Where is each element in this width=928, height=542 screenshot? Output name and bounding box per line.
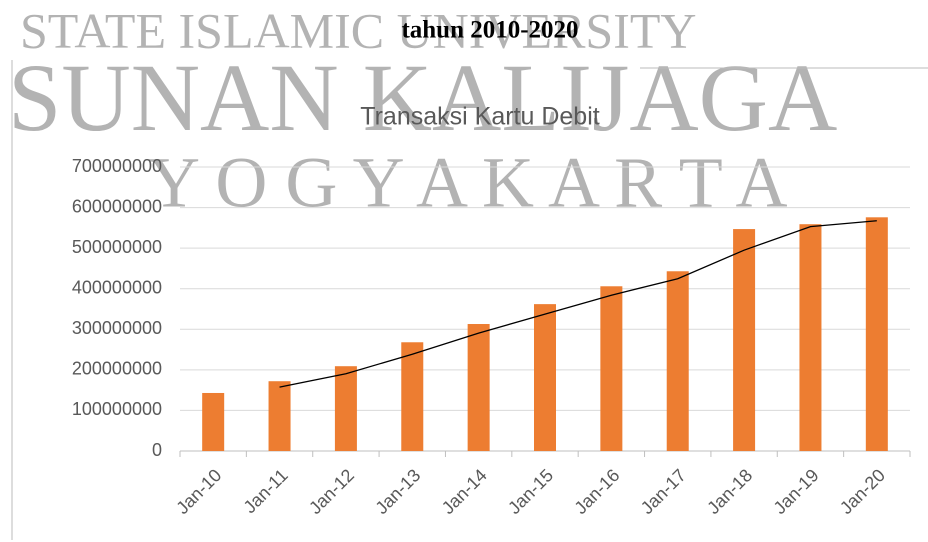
y-tick-label: 300000000 <box>72 318 162 338</box>
x-tick-label: Jan-20 <box>836 465 889 518</box>
trendline <box>279 220 877 388</box>
y-tick-label: 500000000 <box>72 237 162 257</box>
watermark: STATE ISLAMIC UNIVERSITY SUNAN KALIJAGA … <box>8 2 837 222</box>
y-tick-label: 600000000 <box>72 196 162 216</box>
x-tick-label: Jan-12 <box>305 465 358 518</box>
bar <box>467 324 490 451</box>
chart-title: Transaksi Kartu Debit <box>360 103 599 131</box>
x-tick-label: Jan-19 <box>770 465 823 518</box>
x-tick-label: Jan-11 <box>240 465 292 517</box>
y-tick-label: 0 <box>152 440 162 460</box>
x-tick-label: Jan-17 <box>637 465 690 518</box>
bar <box>401 342 424 451</box>
bar <box>733 229 756 451</box>
y-tick-label: 200000000 <box>72 359 162 379</box>
bar <box>865 217 888 451</box>
bar <box>600 286 623 451</box>
bar <box>334 366 357 451</box>
x-tick-label: Jan-14 <box>438 465 491 518</box>
y-tick-label: 100000000 <box>72 399 162 419</box>
heading: tahun 2010-2020 <box>401 17 578 44</box>
watermark-line: Y O G Y A K A R T A <box>148 143 788 223</box>
x-tick-label: Jan-18 <box>703 465 756 518</box>
bar <box>534 304 556 451</box>
x-tick-label: Jan-15 <box>504 465 557 518</box>
y-tick-label: 700000000 <box>72 156 162 176</box>
y-tick-label: 400000000 <box>72 277 162 297</box>
x-tick-label: Jan-13 <box>371 465 424 518</box>
watermark-line: STATE ISLAMIC UNIVERSITY <box>20 2 697 58</box>
bar <box>202 392 225 451</box>
watermark-line: SUNAN KALIJAGA <box>8 44 837 151</box>
x-tick-label: Jan-10 <box>172 465 225 518</box>
x-tick-label: Jan-16 <box>570 465 623 518</box>
bar <box>666 271 689 451</box>
bar <box>268 381 291 451</box>
bar <box>799 224 822 451</box>
